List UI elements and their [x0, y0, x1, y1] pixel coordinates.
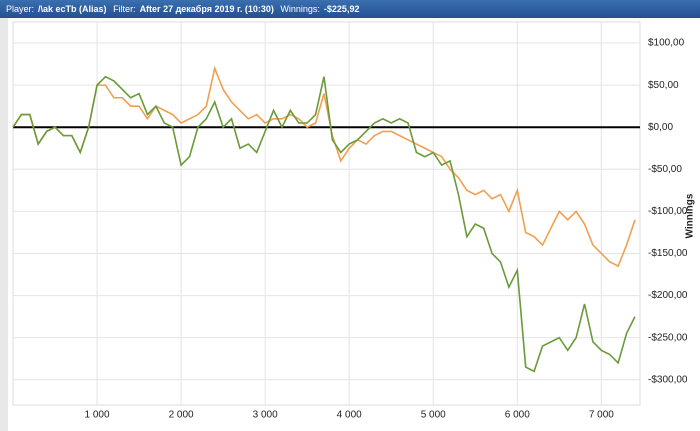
y-tick-label: -$300,00 — [648, 374, 688, 385]
player: /\ak ecTb (Alias) — [38, 4, 107, 14]
y-tick-label: $0,00 — [648, 122, 673, 133]
x-tick-label: 1 000 — [85, 410, 110, 421]
y-tick-label: -$200,00 — [648, 290, 688, 301]
y-tick-label: -$250,00 — [648, 332, 688, 343]
x-tick-label: 4 000 — [337, 410, 362, 421]
filter: After 27 декабря 2019 г. (10:30) — [139, 4, 274, 14]
series-line — [12, 75, 636, 373]
x-tick-label: 2 000 — [169, 410, 194, 421]
label: Filter: — [113, 4, 136, 14]
plot-area — [12, 21, 641, 406]
x-tick-label: 7 000 — [589, 410, 614, 421]
x-tick-label: 5 000 — [421, 410, 446, 421]
x-tick-label: 3 000 — [253, 410, 278, 421]
x-tick-label: 6 000 — [505, 410, 530, 421]
title-bar: Player:/\ak ecTb (Alias) Filter: After 27… — [0, 0, 700, 18]
label: Winnings: — [280, 4, 320, 14]
label: Player: — [6, 4, 35, 14]
y-tick-label: -$150,00 — [648, 248, 688, 259]
chart: Winnings -$300,00 -$250,00 -$200,00 -$150,0… — [0, 18, 696, 431]
y-tick-label: -$100,00 — [648, 206, 688, 217]
side-strip — [0, 18, 8, 431]
y-tick-label: $100,00 — [648, 38, 685, 49]
winnings: -$225,92 — [323, 4, 360, 14]
y-tick-label: $50,00 — [648, 80, 679, 91]
y-tick-label: -$50,00 — [648, 164, 682, 175]
series-line — [12, 65, 636, 268]
y-axis-label: Winnings — [685, 193, 696, 238]
